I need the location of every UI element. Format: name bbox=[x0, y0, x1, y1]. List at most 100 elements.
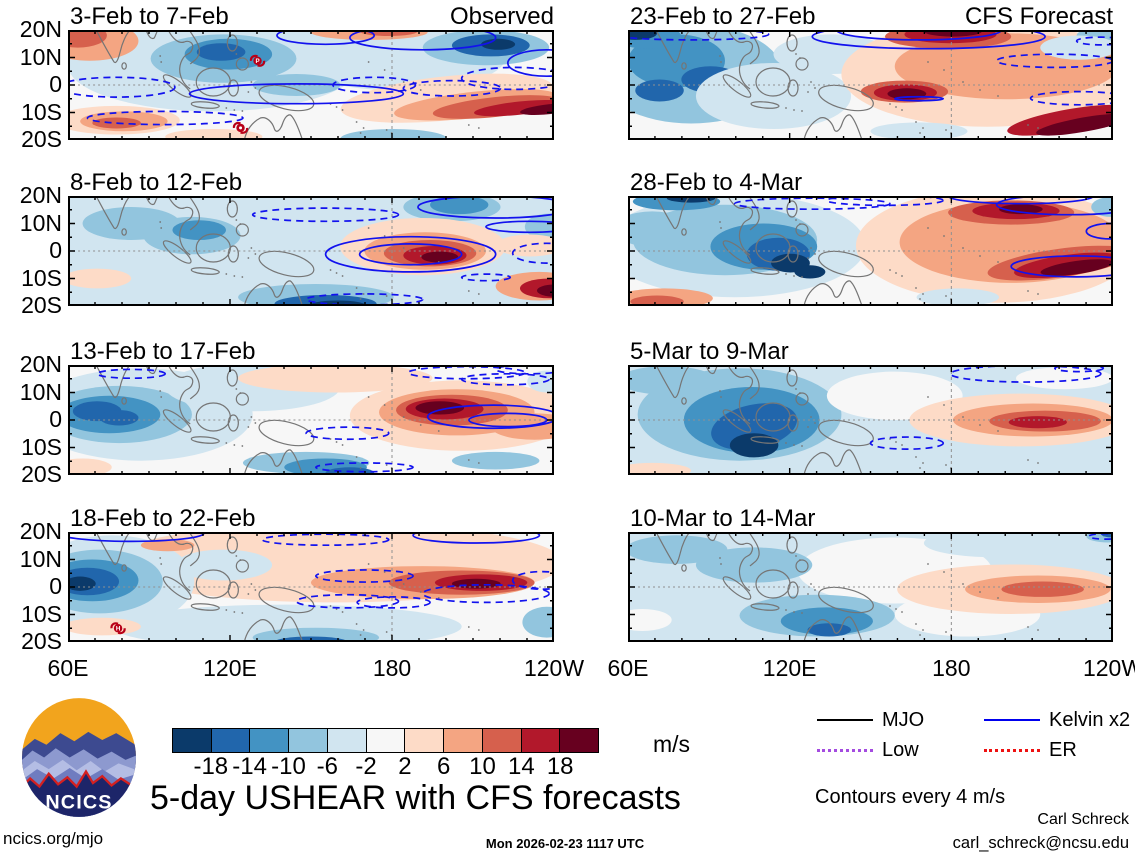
colorbar-tick-label: -6 bbox=[316, 753, 338, 780]
contour-note: Contours every 4 m/s bbox=[815, 786, 1006, 808]
anomaly-shade bbox=[923, 532, 1070, 558]
panel-border bbox=[68, 365, 554, 475]
map-panel: 10-Mar to 14-Mar bbox=[628, 506, 1113, 642]
legend-item: ER bbox=[984, 738, 1077, 762]
y-axis-label: 0 bbox=[49, 406, 62, 432]
anomaly-shade bbox=[474, 99, 554, 117]
kelvin-wave-contour bbox=[511, 570, 554, 591]
kelvin-wave-contour bbox=[468, 412, 548, 428]
anomaly-shade bbox=[99, 410, 139, 426]
map-panel: 3-Feb to 7-Feb Observed P bbox=[68, 4, 554, 140]
x-axis-label: 60E bbox=[47, 655, 89, 681]
kelvin-wave-contour bbox=[835, 30, 1003, 41]
kelvin-wave-contour bbox=[324, 235, 497, 273]
y-axis-label: 20S bbox=[21, 461, 62, 487]
svg-text:P: P bbox=[255, 58, 259, 65]
legend-label: MJO bbox=[882, 708, 925, 731]
kelvin-wave-contour bbox=[628, 30, 770, 41]
y-axis-label: 0 bbox=[49, 237, 62, 263]
kelvin-wave-contour bbox=[417, 196, 554, 219]
panel-title: 23-Feb to 27-Feb bbox=[630, 3, 816, 30]
colorbar-segment bbox=[365, 729, 405, 752]
anomaly-shade bbox=[1036, 113, 1113, 136]
anomaly-shade bbox=[68, 617, 141, 636]
colorbar-tick-label: 14 bbox=[508, 753, 535, 780]
anomaly-shade bbox=[851, 446, 997, 473]
coastlines bbox=[655, 365, 1039, 475]
kelvin-wave-contour bbox=[295, 593, 400, 609]
anomaly-shade bbox=[794, 265, 826, 279]
colorbar-segment bbox=[520, 729, 560, 752]
kelvin-wave-contour bbox=[315, 569, 414, 583]
anomaly-shade bbox=[1040, 259, 1113, 276]
colorbar-tick-label: -14 bbox=[232, 753, 267, 780]
kelvin-wave-contour bbox=[1010, 255, 1113, 278]
panel-border bbox=[68, 30, 554, 140]
colorbar-segment bbox=[481, 729, 521, 752]
anomaly-shade bbox=[628, 535, 728, 564]
colorbar-segment bbox=[173, 729, 211, 752]
colorbar-segment bbox=[404, 729, 444, 752]
figure-title: 5-day USHEAR with CFS forecasts bbox=[150, 779, 681, 817]
logo-text: NCICS bbox=[45, 792, 112, 814]
anomaly-shade bbox=[916, 288, 1000, 306]
anomaly-shade bbox=[527, 370, 554, 393]
panel-corner-label: Observed bbox=[449, 3, 554, 30]
colorbar-tick-label: -18 bbox=[193, 753, 229, 780]
tropical-cyclone-icon: P bbox=[249, 54, 266, 67]
panel-title: 3-Feb to 7-Feb bbox=[70, 3, 229, 30]
anomaly-shade bbox=[628, 366, 716, 395]
anomaly-shade bbox=[68, 30, 107, 48]
y-axis-label: 10N bbox=[19, 209, 62, 236]
x-axis-label: 180 bbox=[372, 655, 412, 681]
panel-title: 8-Feb to 12-Feb bbox=[70, 169, 243, 196]
map-panel: 28-Feb to 4-Mar bbox=[628, 170, 1113, 306]
anomaly-shade bbox=[536, 284, 554, 297]
kelvin-wave-contour bbox=[893, 95, 945, 102]
kelvin-wave-contour bbox=[251, 207, 400, 223]
kelvin-wave-contour bbox=[261, 533, 390, 547]
map-plot: H bbox=[68, 532, 554, 642]
anomaly-shade bbox=[695, 547, 813, 583]
colorbar-tick-label: 10 bbox=[469, 753, 496, 780]
anomaly-shade bbox=[870, 122, 968, 140]
y-axis-label: 20S bbox=[21, 628, 62, 654]
ncics-logo: NCICS bbox=[20, 697, 138, 818]
map-panel: 18-Feb to 22-Feb H bbox=[68, 506, 554, 642]
kelvin-wave-contour bbox=[1075, 36, 1113, 46]
anomaly-shade bbox=[628, 211, 692, 247]
kelvin-wave-contour bbox=[485, 220, 554, 234]
kelvin-wave-contour bbox=[96, 368, 167, 380]
kelvin-wave-contour bbox=[460, 273, 512, 282]
y-axis-label: 20N bbox=[19, 518, 62, 544]
timestamp: Mon 2026-02-23 1117 UTC bbox=[485, 836, 645, 851]
colorbar-tick-label: 18 bbox=[546, 753, 574, 780]
anomaly-shade bbox=[481, 38, 516, 50]
y-axis-label: 20N bbox=[19, 351, 62, 377]
panel-border bbox=[68, 532, 554, 642]
anomaly-shade bbox=[196, 43, 246, 61]
anomaly-shade bbox=[451, 451, 540, 470]
anomaly-shade bbox=[430, 196, 489, 215]
anomaly-shade bbox=[1016, 367, 1113, 390]
anomaly-shade bbox=[415, 401, 465, 415]
kelvin-wave-contour bbox=[188, 83, 405, 105]
panel-title: 18-Feb to 22-Feb bbox=[70, 505, 256, 532]
colorbar-tick-label: 6 bbox=[437, 753, 451, 780]
x-axis-label: 120W bbox=[1082, 655, 1135, 681]
map-plot bbox=[68, 196, 554, 306]
map-plot bbox=[628, 365, 1113, 475]
anomaly-shade bbox=[140, 539, 195, 552]
coastlines bbox=[95, 196, 480, 306]
kelvin-wave-contour bbox=[86, 110, 244, 126]
svg-text:H: H bbox=[116, 626, 121, 633]
kelvin-wave-contour bbox=[1053, 365, 1105, 373]
anomaly-shade bbox=[1001, 581, 1084, 597]
kelvin-wave-contour bbox=[460, 66, 554, 91]
anomaly-shade bbox=[807, 623, 852, 637]
map-panel: 5-Mar to 9-Mar bbox=[628, 339, 1113, 475]
anomaly-shade bbox=[999, 204, 1043, 215]
anomaly-shade bbox=[635, 79, 684, 102]
y-axis-label: 0 bbox=[49, 573, 62, 599]
colorbar-tick-label: -2 bbox=[355, 753, 377, 780]
